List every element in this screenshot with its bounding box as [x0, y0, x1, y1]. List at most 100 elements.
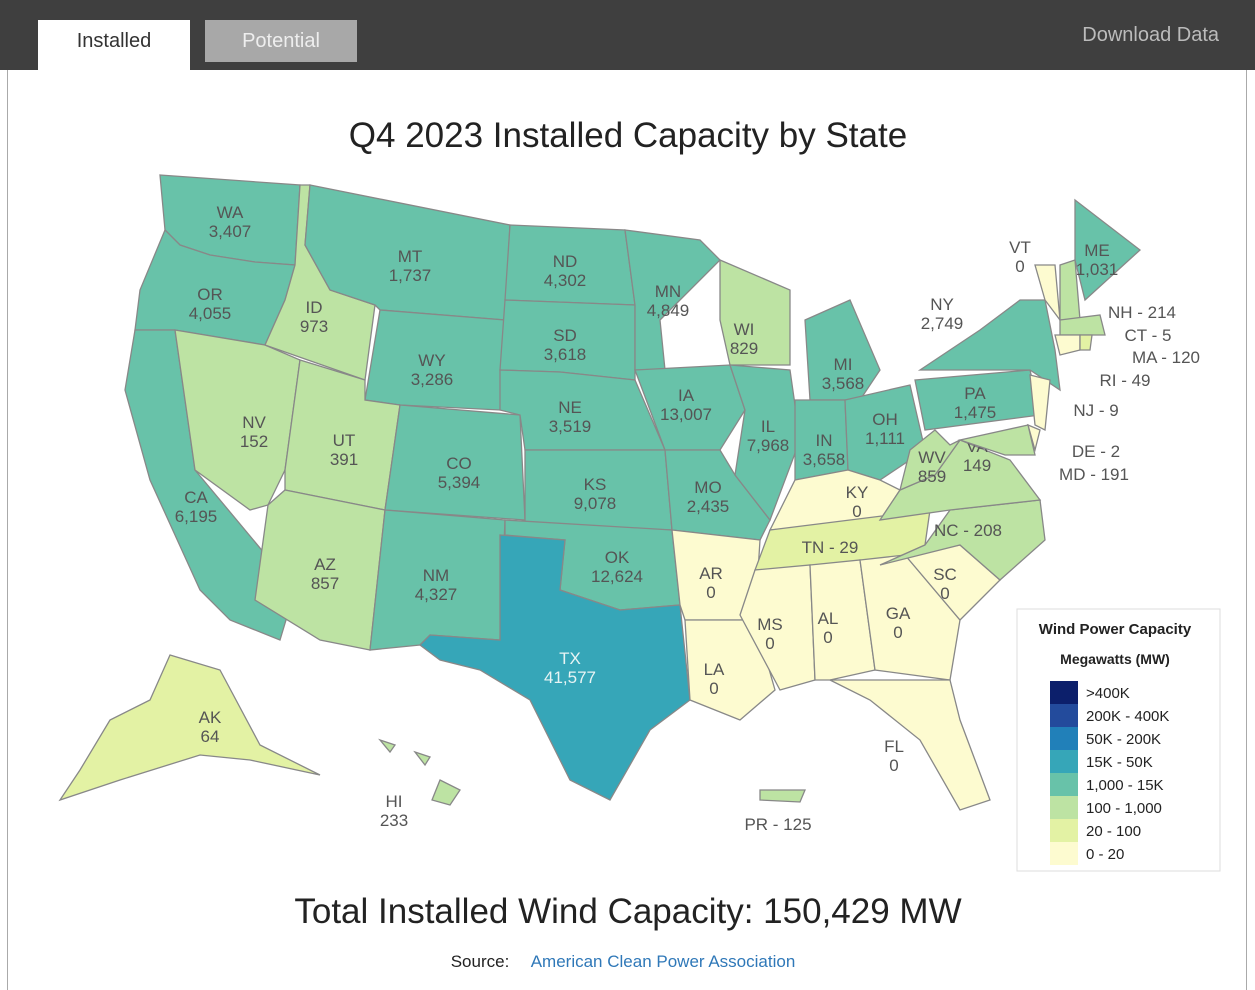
state-value: 0 [893, 623, 902, 642]
state [804, 299, 881, 401]
state [624, 229, 721, 371]
state-value: 0 [852, 502, 861, 521]
state-value: 3,618 [544, 345, 587, 364]
state-value: 64 [201, 727, 220, 746]
legend-label: 100 - 1,000 [1086, 800, 1162, 817]
download-link[interactable]: Download Data [1082, 24, 1219, 46]
legend-label: 0 - 20 [1086, 846, 1124, 863]
state [809, 559, 876, 681]
state-value: 2,749 [921, 314, 964, 333]
state-name: KY [846, 483, 869, 502]
state [1029, 374, 1051, 432]
state-label: RI - 49 [1099, 371, 1150, 390]
legend-swatch [1050, 819, 1078, 842]
state-name: NY [930, 295, 954, 314]
state-name: CA [184, 488, 208, 507]
tab[interactable]: Potential [205, 20, 357, 62]
tab[interactable]: Installed [38, 20, 190, 70]
state [729, 364, 801, 522]
state-value: 1,031 [1076, 260, 1119, 279]
state-value: 0 [823, 628, 832, 647]
state [364, 309, 506, 411]
state-label: NH - 214 [1108, 303, 1176, 322]
state-value: 5,394 [438, 473, 481, 492]
state [759, 789, 806, 803]
state-label: MA - 120 [1132, 348, 1200, 367]
state-value: 9,078 [574, 494, 617, 513]
state-name: KS [584, 475, 607, 494]
state-name: WI [734, 320, 755, 339]
state-value: 152 [240, 432, 268, 451]
state-label: TN - 29 [802, 538, 859, 557]
state [719, 259, 791, 366]
state-name: SD [553, 326, 577, 345]
state [739, 564, 816, 691]
state-value: 0 [940, 584, 949, 603]
legend-label: 20 - 100 [1086, 823, 1141, 840]
state-value: 2,435 [687, 497, 730, 516]
state-value: 7,968 [747, 436, 790, 455]
state-name: AK [199, 708, 222, 727]
legend-swatch [1050, 842, 1078, 865]
state-value: 829 [730, 339, 758, 358]
state-value: 6,195 [175, 507, 218, 526]
state-value: 1,737 [389, 266, 432, 285]
state-label: MD - 191 [1059, 465, 1129, 484]
state-name: OH [872, 410, 898, 429]
legend-label: 200K - 400K [1086, 708, 1169, 725]
state-name: ME [1084, 241, 1110, 260]
state-name: IN [816, 431, 833, 450]
state-value: 3,658 [803, 450, 846, 469]
top-bar: Installed Potential Download Data [0, 0, 1255, 70]
state-value: 0 [706, 583, 715, 602]
state-value: 233 [380, 811, 408, 830]
state [413, 750, 431, 767]
state [957, 424, 1036, 456]
state-name: SC [933, 565, 957, 584]
state-label: CT - 5 [1125, 326, 1172, 345]
state-value: 4,055 [189, 304, 232, 323]
state [58, 654, 321, 802]
state-name: UT [333, 431, 356, 450]
state-value: 0 [889, 756, 898, 775]
state-name: ND [553, 252, 578, 271]
legend-swatch [1050, 750, 1078, 773]
source-label: Source: [451, 952, 510, 971]
state-name: OR [197, 285, 223, 304]
state [829, 679, 991, 811]
state-value: 3,568 [822, 374, 865, 393]
state-name: IA [678, 386, 695, 405]
state [431, 779, 461, 806]
state [917, 299, 1061, 392]
state-value: 973 [300, 317, 328, 336]
state-label: NC - 208 [934, 521, 1002, 540]
state [1079, 334, 1093, 351]
state-name: MN [655, 282, 681, 301]
state-value: 3,407 [209, 222, 252, 241]
state-name: MO [694, 478, 721, 497]
legend-swatch [1050, 773, 1078, 796]
legend-swatch [1050, 796, 1078, 819]
state-value: 0 [709, 679, 718, 698]
state-name: MI [834, 355, 853, 374]
state-name: NE [558, 398, 582, 417]
total: Total Installed Wind Capacity: 150,429 M… [294, 892, 961, 931]
state-name: CO [446, 454, 472, 473]
state-name: AR [699, 564, 723, 583]
state-value: 857 [311, 574, 339, 593]
state-value: 0 [1015, 257, 1024, 276]
state-label: PR - 125 [744, 815, 811, 834]
state-label: NJ - 9 [1073, 401, 1118, 420]
state-name: OK [605, 548, 630, 567]
source-link[interactable]: American Clean Power Association [531, 952, 796, 971]
state [378, 738, 397, 754]
state-name: WV [918, 448, 946, 467]
state [844, 384, 926, 481]
state-name: AZ [314, 555, 336, 574]
state-value: 1,111 [865, 429, 905, 448]
legend-swatch [1050, 681, 1078, 704]
state-value: 3,286 [411, 370, 454, 389]
state-value: 149 [963, 456, 991, 475]
